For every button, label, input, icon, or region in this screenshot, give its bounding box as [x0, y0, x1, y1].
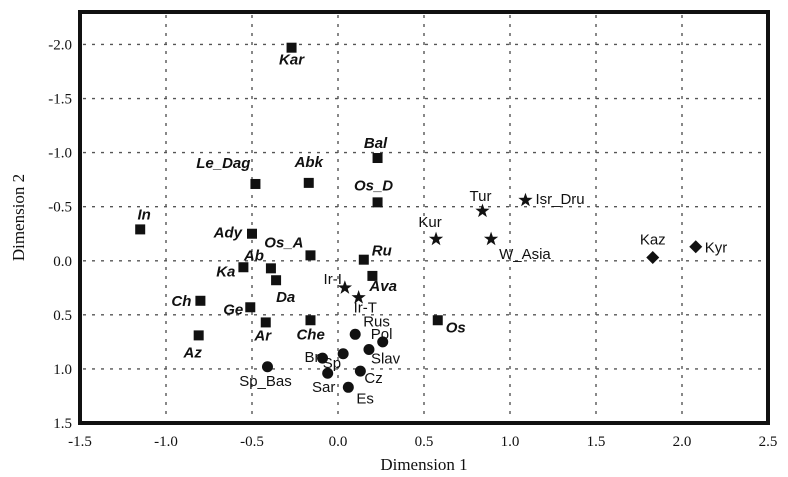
point-kyr-label: Kyr — [705, 240, 728, 257]
point-le-dag-marker — [250, 178, 261, 189]
point-rus-label: Rus — [363, 313, 390, 330]
point-br-marker — [317, 352, 329, 364]
point-az-marker — [193, 330, 204, 341]
point-ka-marker — [238, 262, 249, 273]
point-abk-marker — [303, 177, 314, 188]
point-ab-label: Ab — [243, 247, 264, 264]
x-tick-label: -0.5 — [240, 434, 264, 450]
point-w-asia-marker — [483, 231, 499, 246]
point-cz-marker — [354, 365, 366, 377]
point-ge-label: Ge — [223, 301, 243, 318]
x-tick-label: 1.0 — [501, 434, 520, 450]
point-pol-label: Pol — [371, 326, 393, 343]
point-br-label: Br — [305, 349, 320, 366]
y-tick-label: 1.5 — [53, 416, 72, 432]
point-os-d-label: Os_D — [354, 177, 393, 194]
point-bal-label: Bal — [364, 135, 388, 152]
point-in-label: In — [138, 206, 151, 223]
point-ady-marker — [247, 228, 257, 239]
point-ar-marker — [260, 317, 271, 328]
point-es-marker — [342, 381, 354, 393]
point-os-a-label: Os_A — [264, 234, 303, 251]
point-ka-label: Ka — [216, 263, 235, 280]
point-isr-dru-label: Isr_Dru — [535, 191, 584, 208]
x-tick-label: -1.0 — [154, 434, 178, 450]
point-w-asia-label: W_Asia — [499, 246, 551, 263]
point-az-label: Az — [183, 344, 203, 361]
point-es-label: Es — [356, 390, 374, 407]
point-slav-marker — [363, 343, 375, 355]
point-kaz-label: Kaz — [640, 232, 666, 249]
point-ar-label: Ar — [253, 327, 272, 344]
point-cz-label: Cz — [364, 370, 382, 387]
point-pol-marker — [377, 336, 389, 348]
point-tur-label: Tur — [470, 188, 492, 205]
x-tick-label: -1.5 — [68, 434, 92, 450]
point-os-marker — [432, 315, 443, 326]
x-tick-label: 1.5 — [587, 434, 606, 450]
y-tick-label: 0.5 — [53, 308, 72, 324]
point-os-a-marker — [305, 250, 316, 261]
y-tick-label: -1.5 — [48, 92, 72, 108]
point-che-label: Che — [296, 326, 324, 343]
point-sp-bas-marker — [261, 361, 273, 373]
point-sp-bas-label: Sp_Bas — [239, 373, 292, 390]
point-abk-label: Abk — [294, 154, 324, 171]
y-tick-label: -0.5 — [48, 200, 72, 216]
point-ir-i-label: Ir-I — [324, 271, 342, 288]
y-tick-label: 1.0 — [53, 362, 72, 378]
point-da-label: Da — [276, 289, 295, 306]
point-kaz-marker — [646, 251, 660, 265]
point-ab-marker — [265, 263, 276, 274]
point-ch-marker — [195, 295, 206, 306]
point-sar-marker — [322, 367, 334, 379]
point-ava-marker — [367, 270, 378, 281]
x-axis-ticks: -1.5 -1.0 -0.5 0.0 0.5 1.0 1.5 2.0 2.5 — [68, 434, 777, 450]
point-ir-i-marker — [337, 280, 353, 294]
x-tick-label: 0.5 — [415, 434, 434, 450]
point-ch-label: Ch — [171, 293, 191, 310]
point-sp-marker — [337, 348, 349, 360]
point-kur-label: Kur — [418, 214, 441, 231]
y-axis-ticks: -2.0 -1.5 -1.0 -0.5 0.0 0.5 1.0 1.5 — [48, 37, 72, 432]
point-da-marker — [271, 275, 282, 286]
plot-frame — [78, 10, 770, 425]
point-tur-marker — [475, 203, 490, 218]
point-bal-marker — [372, 153, 383, 164]
point-ru-marker — [358, 254, 369, 265]
point-ir-t-marker — [351, 290, 366, 304]
point-kar-marker — [286, 42, 297, 53]
x-tick-label: 0.0 — [329, 434, 348, 450]
point-le-dag-label: Le_Dag — [196, 155, 250, 172]
point-slav-label: Slav — [371, 350, 401, 367]
point-ru-label: Ru — [372, 243, 392, 260]
point-che-marker — [305, 315, 316, 326]
point-ge-marker — [245, 302, 256, 313]
x-tick-label: 2.0 — [673, 434, 692, 450]
point-kyr-marker — [689, 240, 703, 254]
point-in-marker — [135, 224, 146, 235]
y-tick-label: 0.0 — [53, 254, 72, 270]
x-axis-title: Dimension 1 — [380, 455, 467, 474]
point-ir-t-label: Ir-T — [354, 300, 377, 317]
point-os-d-marker — [372, 197, 383, 208]
point-ava-label: Ava — [368, 278, 397, 295]
y-tick-label: -1.0 — [48, 146, 72, 162]
point-ady-label: Ady — [213, 225, 243, 242]
y-tick-label: -2.0 — [48, 37, 72, 53]
point-sp-label: Sp — [323, 355, 341, 372]
point-kur-marker — [428, 231, 444, 246]
x-tick-label: 2.5 — [759, 434, 778, 450]
point-rus-marker — [349, 328, 361, 340]
y-axis-title: Dimension 2 — [9, 174, 28, 261]
point-sar-label: Sar — [312, 379, 335, 396]
point-isr-dru-marker — [518, 192, 533, 207]
point-os-label: Os — [446, 319, 466, 336]
point-kar-label: Kar — [279, 52, 305, 69]
data-points: Kar Bal Le_Dag Abk Os_D In Ady Os_A Ru Ab Ka Ava Da C… — [135, 42, 728, 407]
